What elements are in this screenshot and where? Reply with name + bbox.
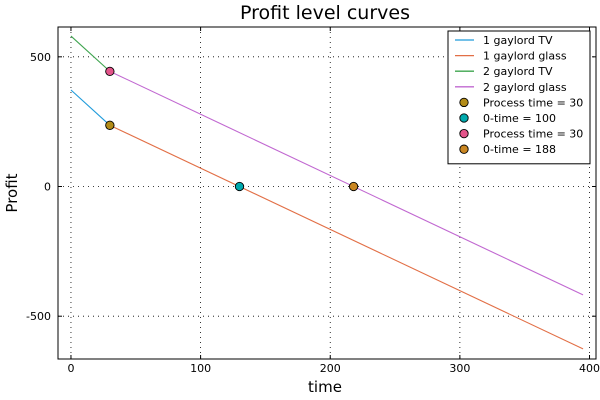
legend-label-6: Process time = 30 (483, 128, 583, 141)
y-axis-label: Profit (3, 173, 21, 212)
data-point-4 (105, 120, 115, 130)
legend: 1 gaylord TV 1 gaylord glass 2 gaylord TV 2… (447, 30, 591, 165)
series-group (70, 35, 584, 350)
series-line-0 (70, 89, 111, 126)
legend-label-4: Process time = 30 (483, 96, 583, 109)
data-point-6 (105, 66, 115, 77)
legend-label-0: 1 gaylord TV (483, 34, 553, 47)
legend-box (447, 30, 591, 165)
legend-label-3: 2 gaylord glass (483, 81, 567, 94)
x-tick-label: 300 (449, 362, 470, 375)
y-tick-label: -500 (26, 310, 51, 323)
legend-swatch-7 (459, 144, 469, 154)
legend-swatch-5 (459, 113, 469, 123)
x-tick-label: 400 (579, 362, 600, 375)
plot-frame (57, 26, 597, 360)
x-tick-label: 100 (190, 362, 211, 375)
legend-label-7: 0-time = 188 (483, 143, 556, 156)
legend-label-1: 1 gaylord glass (483, 50, 567, 63)
points-group (105, 66, 359, 192)
series-line-2 (70, 35, 111, 72)
axis-ticks: 0 100 200 300 400 -500 0 500 (26, 27, 600, 375)
data-point-7 (348, 181, 359, 192)
y-tick-label: 500 (30, 51, 51, 64)
legend-swatch-4 (459, 97, 469, 108)
x-tick-label: 200 (320, 362, 341, 375)
x-tick-label: 0 (67, 362, 74, 375)
legend-swatch-6 (459, 128, 469, 139)
data-point-5 (234, 181, 245, 192)
legend-label-2: 2 gaylord TV (483, 65, 553, 78)
series-line-1 (109, 124, 584, 350)
series-line-3 (109, 70, 584, 296)
x-axis-label: time (308, 378, 342, 396)
y-tick-label: 0 (44, 181, 51, 194)
legend-label-5: 0-time = 100 (483, 112, 556, 125)
chart-title: Profit level curves (240, 2, 410, 24)
